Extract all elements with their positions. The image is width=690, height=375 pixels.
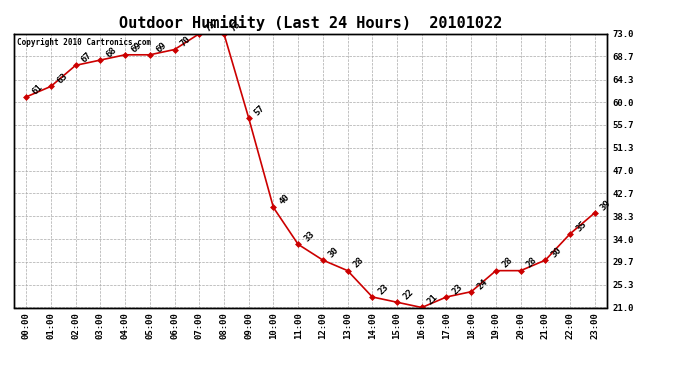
Text: 28: 28 (352, 256, 366, 270)
Text: 28: 28 (500, 256, 514, 270)
Text: 69: 69 (154, 40, 168, 54)
Text: 57: 57 (253, 103, 267, 117)
Text: 40: 40 (277, 193, 292, 207)
Text: 33: 33 (302, 230, 316, 243)
Text: 22: 22 (401, 288, 415, 302)
Text: 63: 63 (55, 72, 69, 86)
Text: 73: 73 (204, 19, 217, 33)
Text: 30: 30 (327, 245, 341, 260)
Text: 24: 24 (475, 277, 489, 291)
Text: 35: 35 (574, 219, 589, 233)
Text: 21: 21 (426, 293, 440, 307)
Text: 70: 70 (179, 35, 193, 49)
Text: 69: 69 (129, 40, 144, 54)
Title: Outdoor Humidity (Last 24 Hours)  20101022: Outdoor Humidity (Last 24 Hours) 2010102… (119, 15, 502, 31)
Text: 23: 23 (377, 282, 391, 296)
Text: 28: 28 (525, 256, 539, 270)
Text: 61: 61 (30, 82, 44, 96)
Text: 30: 30 (549, 245, 564, 260)
Text: Copyright 2010 Cartronics.com: Copyright 2010 Cartronics.com (17, 38, 151, 47)
Text: 23: 23 (451, 282, 464, 296)
Text: 73: 73 (228, 19, 242, 33)
Text: 39: 39 (599, 198, 613, 212)
Text: 67: 67 (80, 51, 94, 64)
Text: 68: 68 (104, 45, 119, 59)
